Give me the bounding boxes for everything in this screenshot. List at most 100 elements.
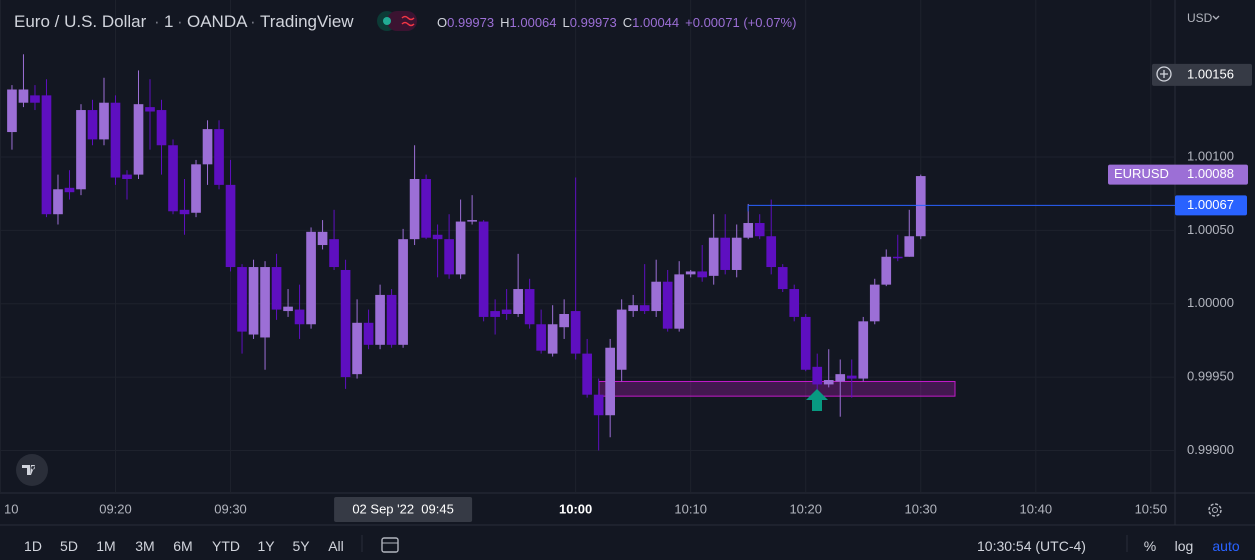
candle-body [41, 95, 52, 215]
gear-icon[interactable] [1208, 503, 1222, 517]
calendar[interactable] [381, 537, 399, 553]
x-tick-label: 10:10 [674, 501, 707, 516]
range-button[interactable]: 5Y [292, 538, 310, 554]
price-line-badge [1175, 195, 1247, 216]
range-button[interactable]: All [328, 538, 344, 554]
currency[interactable]: USD [1187, 11, 1213, 25]
candle-body [789, 289, 800, 317]
gear[interactable] [1208, 503, 1222, 517]
candle-body [881, 256, 892, 285]
range-button[interactable]: 1M [96, 538, 116, 554]
candle-body [708, 237, 719, 276]
candle-body [869, 284, 880, 322]
candle-body [202, 129, 213, 165]
candle-body [444, 239, 454, 275]
clock: 10:30:54 (UTC-4) [977, 538, 1086, 554]
range-button[interactable]: 6M [173, 538, 193, 554]
x-tick-label: 09:20 [99, 501, 132, 516]
candle-body [386, 294, 397, 345]
symbol-badge [1108, 164, 1248, 185]
candle-body [605, 347, 615, 416]
exchange: OANDA [187, 12, 248, 31]
ohlc-value: 0.99973 [569, 15, 617, 30]
candle-body [858, 321, 869, 379]
range-button[interactable]: 3M [135, 538, 155, 554]
candle-body [237, 267, 247, 332]
candle-body [225, 184, 236, 268]
x-tick-label: 10:00 [559, 501, 592, 516]
candle-body [409, 179, 420, 240]
crosshair-time-badge [334, 497, 473, 522]
crosshair-time-label: 02 Sep '22 09:45 [352, 501, 454, 516]
status-pill-right[interactable] [387, 11, 417, 31]
status-wave [401, 15, 415, 27]
chevron[interactable] [1212, 15, 1220, 20]
candle-body [294, 309, 305, 325]
ohlc-key: H [500, 15, 510, 30]
ohlc-key: C [622, 15, 633, 30]
x-tick-label: 10:50 [1135, 501, 1168, 516]
change: +0.00071 (+0.07%) [685, 15, 797, 30]
candle-body [513, 289, 523, 314]
candle-body [593, 394, 604, 416]
candle-body [133, 104, 144, 175]
y-tick-label: 1.00000 [1187, 295, 1234, 310]
candle-body [639, 305, 650, 312]
plus-icon[interactable] [1156, 66, 1172, 82]
candle-body [352, 322, 362, 375]
range-button[interactable]: YTD [212, 538, 240, 554]
candle-body [145, 107, 155, 112]
interval: 1 [164, 12, 174, 31]
candle-body [823, 380, 834, 385]
range-button[interactable]: 1D [24, 538, 42, 554]
x-tick-label: 09:30 [214, 501, 247, 516]
symbol: Euro / U.S. Dollar [14, 12, 147, 31]
candle-body [662, 281, 673, 329]
candle-body [800, 316, 811, 370]
candle-body [30, 95, 40, 103]
candle-body [731, 237, 742, 270]
ohlc-value: 0.99973 [447, 15, 495, 30]
candle-body [398, 239, 408, 345]
candle-body [7, 89, 17, 133]
range-button[interactable]: 1Y [257, 538, 275, 554]
scale-option[interactable]: log [1174, 538, 1194, 554]
candle-body [53, 189, 63, 215]
candle-body [375, 294, 385, 345]
tv-logo-glyph [22, 465, 35, 475]
y-tick-label: 0.99950 [1187, 369, 1234, 384]
candle-body [547, 324, 558, 354]
y-tick-label: 1.00050 [1187, 222, 1234, 237]
symbol-name: EURUSD [1114, 166, 1169, 181]
candle-body [754, 223, 765, 237]
arrow-marker [806, 389, 828, 411]
candle-body [685, 271, 696, 275]
candle-body [271, 267, 282, 310]
crosshair-price-label: 1.00156 [1187, 66, 1234, 81]
candle-body [64, 187, 75, 193]
separator: · [250, 12, 256, 31]
candle-body [915, 176, 926, 237]
separator: · [177, 12, 183, 31]
range-button[interactable]: 5D [60, 538, 78, 554]
candle-body [248, 267, 259, 335]
crosshair-price-badge [1152, 63, 1252, 86]
y-tick-label: 1.00100 [1187, 148, 1234, 163]
candle-body [18, 89, 29, 103]
candle-body [777, 267, 788, 290]
candle-body [340, 269, 351, 378]
candle-body [421, 179, 431, 238]
scale-option[interactable]: auto [1212, 538, 1240, 554]
calendar-icon[interactable] [381, 537, 399, 553]
candle-body [904, 236, 915, 257]
candle-body [743, 223, 754, 238]
candle-body [651, 281, 662, 312]
x-tick-label: 10:20 [789, 501, 822, 516]
symbol-price: 1.00088 [1187, 166, 1234, 181]
scale-option[interactable]: % [1143, 538, 1157, 554]
candle-body [536, 324, 546, 351]
candle-body [570, 311, 581, 354]
candle-body [501, 309, 512, 314]
